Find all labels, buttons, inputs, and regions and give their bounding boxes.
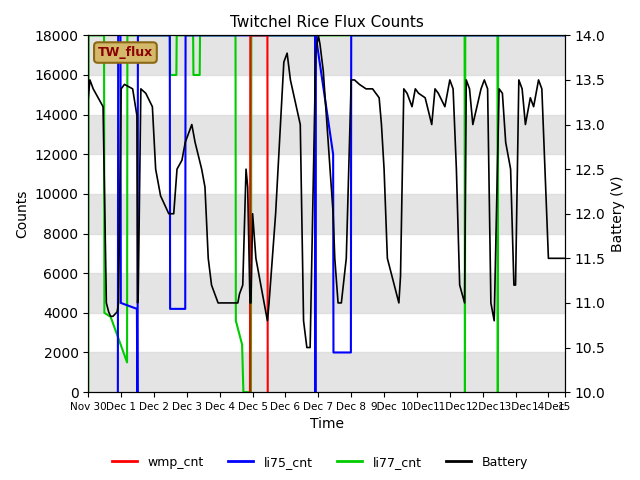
Y-axis label: Battery (V): Battery (V) (611, 176, 625, 252)
Text: TW_flux: TW_flux (98, 46, 153, 59)
Y-axis label: Counts: Counts (15, 190, 29, 238)
Bar (88, 352, 565, 392)
Title: Twitchel Rice Flux Counts: Twitchel Rice Flux Counts (230, 15, 424, 30)
Bar (88, 194, 565, 234)
Bar (88, 36, 565, 75)
Legend: wmp_cnt, li75_cnt, li77_cnt, Battery: wmp_cnt, li75_cnt, li77_cnt, Battery (107, 451, 533, 474)
Bar (88, 115, 565, 154)
Bar (88, 273, 565, 313)
X-axis label: Time: Time (310, 418, 344, 432)
